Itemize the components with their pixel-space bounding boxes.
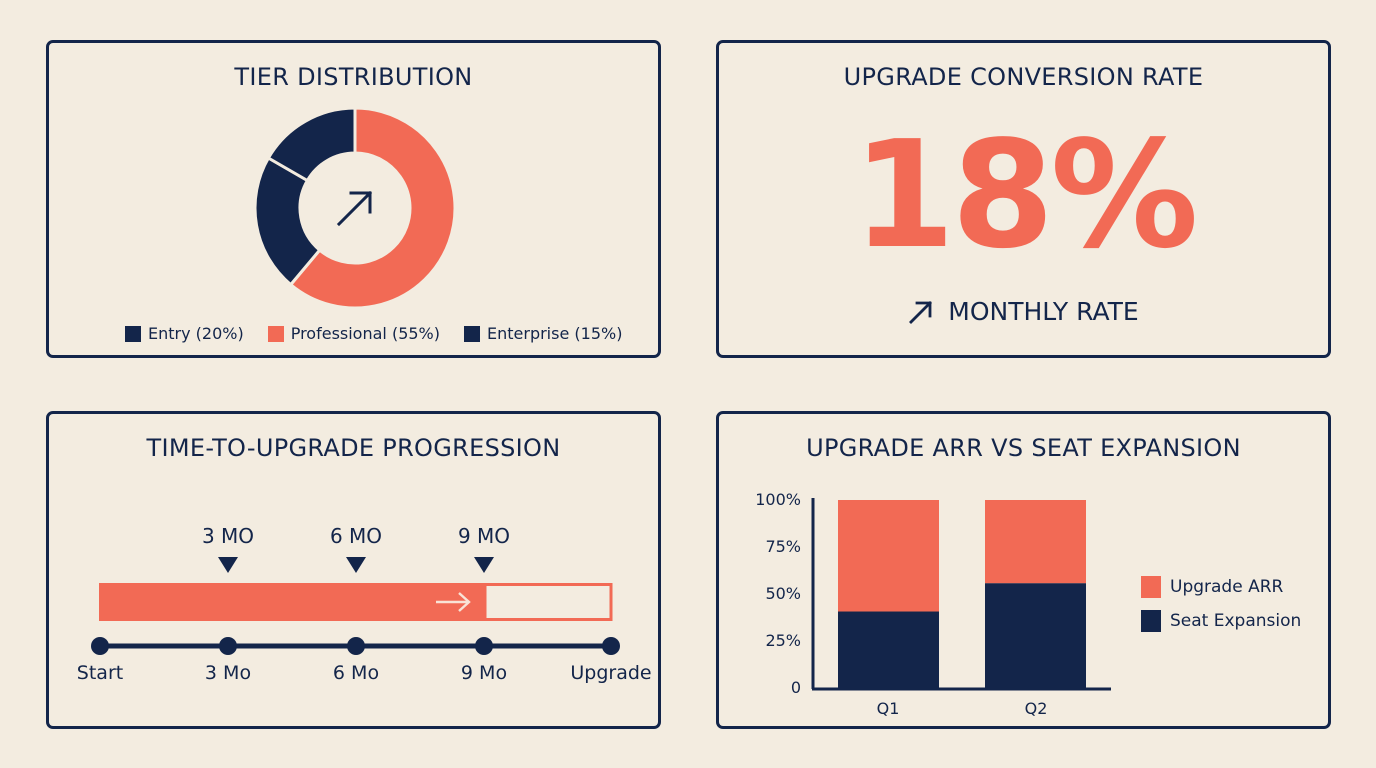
tier-distribution-panel: TIER DISTRIBUTION Entry (20%) Profession… [46, 40, 661, 358]
step-label: Start [76, 662, 124, 684]
legend-item-entry: Entry (20%) [125, 324, 244, 343]
timeline-graphic [91, 557, 620, 655]
step-label: Upgrade [570, 662, 652, 684]
legend-label: Professional (55%) [290, 324, 440, 343]
legend-label: Entry (20%) [148, 324, 244, 343]
conversion-rate-value: 18% [852, 109, 1198, 281]
timeline-node [219, 637, 237, 655]
caption-text: MONTHLY RATE [948, 297, 1139, 326]
marker-label: 9 MO [457, 524, 511, 548]
arrow-right-icon [436, 592, 471, 612]
donut-segment-enterprise [266, 106, 357, 183]
y-tick: 0 [790, 678, 801, 697]
legend-item-enterprise: Enterprise (15%) [464, 324, 622, 343]
bar-q2-upgrade-arr [985, 500, 1086, 584]
x-tick: Q1 [876, 699, 900, 718]
monthly-rate-caption: MONTHLY RATE [719, 297, 1328, 326]
legend-item-seat-expansion: Seat Expansion [1141, 610, 1301, 632]
legend-swatch [267, 325, 284, 342]
timeline-node [475, 637, 493, 655]
progress-fill [99, 583, 484, 621]
panel-title: TIME-TO-UPGRADE PROGRESSION [146, 434, 561, 462]
timeline-node [602, 637, 620, 655]
legend-swatch [125, 325, 141, 342]
step-label: 6 Mo [332, 662, 380, 684]
panel-title: UPGRADE ARR VS SEAT EXPANSION [806, 434, 1241, 462]
time-to-upgrade-panel: TIME-TO-UPGRADE PROGRESSION 3 MO 6 MO 9 … [46, 411, 661, 729]
donut-chart [253, 106, 457, 310]
timeline-node [91, 637, 109, 655]
bar-q1-seat-expansion [838, 611, 939, 689]
marker-triangle-icon [346, 557, 366, 573]
y-tick: 75% [765, 537, 801, 556]
step-label: 9 Mo [460, 662, 508, 684]
arrow-up-right-icon [909, 300, 933, 324]
timeline-node [347, 637, 365, 655]
y-tick: 25% [765, 631, 801, 650]
marker-label: 6 MO [329, 524, 383, 548]
panel-title: TIER DISTRIBUTION [234, 63, 473, 91]
arr-vs-seat-panel: UPGRADE ARR VS SEAT EXPANSION 100% 75% 5… [716, 411, 1331, 729]
marker-label: 3 MO [201, 524, 255, 548]
step-label: 3 Mo [204, 662, 252, 684]
legend-item-upgrade-arr: Upgrade ARR [1141, 576, 1301, 598]
legend-swatch [464, 325, 480, 342]
x-tick: Q2 [1024, 699, 1048, 718]
marker-triangle-icon [474, 557, 494, 573]
legend-label: Enterprise (15%) [487, 324, 623, 343]
y-tick: 100% [755, 490, 801, 509]
legend-label: Seat Expansion [1170, 611, 1302, 631]
bar-q2-seat-expansion [985, 583, 1086, 689]
panel-title: UPGRADE CONVERSION RATE [843, 63, 1204, 91]
progress-remaining [483, 583, 613, 621]
legend-swatch [1141, 610, 1161, 632]
tier-legend: Entry (20%) Professional (55%) Enterpris… [125, 324, 622, 343]
legend-item-professional: Professional (55%) [267, 324, 440, 343]
marker-triangle-icon [218, 557, 238, 573]
bar-q1-upgrade-arr [838, 500, 939, 612]
arrow-up-right-icon [336, 190, 373, 227]
legend-label: Upgrade ARR [1170, 577, 1284, 597]
bar-legend: Upgrade ARR Seat Expansion [1141, 576, 1301, 644]
y-tick: 50% [765, 584, 801, 603]
conversion-rate-panel: UPGRADE CONVERSION RATE 18% MONTHLY RATE [716, 40, 1331, 358]
donut-segment-professional [288, 106, 457, 310]
stacked-bar-chart [811, 498, 1111, 691]
legend-swatch [1141, 576, 1161, 598]
